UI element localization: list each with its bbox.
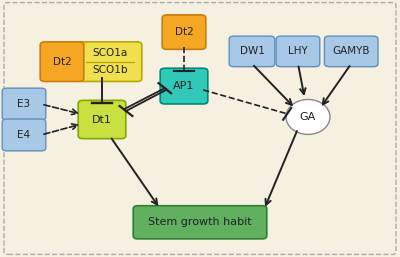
FancyBboxPatch shape: [2, 88, 46, 120]
FancyBboxPatch shape: [40, 42, 84, 81]
FancyBboxPatch shape: [4, 3, 396, 254]
Text: DW1: DW1: [240, 47, 264, 56]
FancyBboxPatch shape: [276, 36, 320, 67]
FancyBboxPatch shape: [160, 68, 208, 104]
Text: LHY: LHY: [288, 47, 308, 56]
FancyBboxPatch shape: [2, 119, 46, 151]
Text: Dt1: Dt1: [92, 115, 112, 124]
Text: SCO1a: SCO1a: [92, 48, 128, 58]
Text: AP1: AP1: [173, 81, 195, 91]
Text: Dt2: Dt2: [175, 27, 193, 37]
Text: Dt2: Dt2: [53, 57, 71, 67]
Text: Stem growth habit: Stem growth habit: [148, 217, 252, 227]
FancyBboxPatch shape: [78, 42, 142, 81]
FancyBboxPatch shape: [78, 100, 126, 139]
Text: SCO1b: SCO1b: [92, 65, 128, 75]
Text: E4: E4: [18, 130, 30, 140]
Ellipse shape: [286, 99, 330, 134]
FancyBboxPatch shape: [133, 206, 267, 239]
Text: GA: GA: [300, 112, 316, 122]
FancyBboxPatch shape: [162, 15, 206, 49]
FancyBboxPatch shape: [229, 36, 275, 67]
Text: GAMYB: GAMYB: [332, 47, 370, 56]
FancyBboxPatch shape: [324, 36, 378, 67]
Text: E3: E3: [18, 99, 30, 109]
